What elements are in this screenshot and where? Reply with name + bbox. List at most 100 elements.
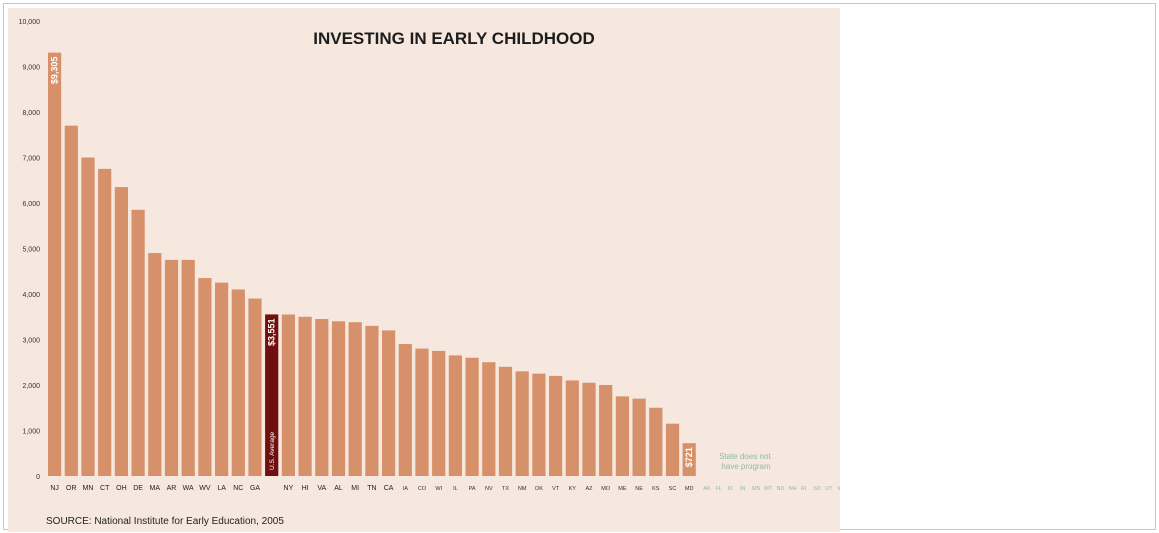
x-tick-label: KY bbox=[569, 486, 577, 492]
x-tick-label: MI bbox=[351, 485, 359, 492]
x-tick-label: NJ bbox=[50, 485, 59, 492]
y-tick-label: 4,000 bbox=[22, 292, 40, 299]
bar-ny bbox=[281, 314, 295, 476]
bar-me bbox=[615, 396, 629, 476]
no-program-state-label: UT bbox=[825, 486, 833, 492]
x-tick-label: CO bbox=[418, 486, 427, 492]
x-tick-label: WV bbox=[199, 485, 211, 492]
x-tick-label: OK bbox=[535, 486, 543, 492]
x-tick-label: WI bbox=[435, 486, 442, 492]
x-tick-label: AL bbox=[334, 485, 343, 492]
bar-ga bbox=[248, 298, 262, 476]
bar-mn bbox=[81, 157, 95, 476]
x-tick-label: DE bbox=[133, 485, 143, 492]
bar-nv bbox=[482, 362, 496, 476]
y-tick-label: 7,000 bbox=[22, 156, 40, 163]
x-tick-label: NC bbox=[233, 485, 243, 492]
x-tick-label: AZ bbox=[585, 486, 593, 492]
y-tick-label: 0 bbox=[36, 474, 40, 481]
y-tick-label: 3,000 bbox=[22, 338, 40, 345]
no-program-state-label: ID bbox=[728, 486, 734, 492]
x-tick-label: MA bbox=[150, 485, 161, 492]
source-note: SOURCE: National Institute for Early Edu… bbox=[46, 516, 284, 527]
x-tick-label: MD bbox=[685, 486, 694, 492]
bar-ne bbox=[632, 398, 646, 476]
bar-ia bbox=[398, 344, 412, 476]
bar-value-label: $9,305 bbox=[50, 57, 60, 85]
bar-value-label: $721 bbox=[684, 447, 694, 467]
bar-wi bbox=[432, 350, 446, 476]
bar-chart: INVESTING IN EARLY CHILDHOOD 0 1,000 2,000… bbox=[19, 19, 840, 527]
x-tick-label: NE bbox=[635, 486, 643, 492]
chart-panel: INVESTING IN EARLY CHILDHOOD 0 1,000 2,000… bbox=[8, 8, 840, 532]
x-tick-label: TN bbox=[367, 485, 376, 492]
no-program-state-label: RI bbox=[801, 486, 807, 492]
bar-pa bbox=[465, 357, 479, 476]
y-tick-label: 8,000 bbox=[22, 110, 40, 117]
x-tick-label: OR bbox=[66, 485, 77, 492]
bar-la bbox=[215, 282, 229, 476]
no-program-state-label: IN bbox=[740, 486, 746, 492]
bar-wv bbox=[198, 278, 212, 476]
bar-al bbox=[331, 321, 346, 476]
bar-az bbox=[582, 382, 596, 476]
bar-nj bbox=[48, 52, 62, 477]
x-tick-label: HI bbox=[302, 485, 309, 492]
x-tick-label: IA bbox=[403, 486, 409, 492]
x-tick-label: VA bbox=[317, 485, 326, 492]
x-tick-label: CA bbox=[384, 485, 394, 492]
no-program-state-label: AK bbox=[703, 486, 711, 492]
us-average-label: U.S. Average bbox=[269, 431, 276, 470]
bar-nm bbox=[515, 371, 529, 476]
bar-ca bbox=[382, 330, 396, 476]
no-program-state-label: NH bbox=[789, 486, 797, 492]
bars: $9,305 $3,551 U.S. Average $721 bbox=[48, 52, 696, 477]
bar-ky bbox=[565, 380, 579, 476]
bar-ct bbox=[98, 168, 112, 476]
x-tick-label: ME bbox=[618, 486, 627, 492]
bar-mi bbox=[348, 322, 362, 476]
bar-vt bbox=[549, 375, 563, 476]
us-average-bar bbox=[265, 314, 279, 476]
bar-tx bbox=[498, 366, 513, 476]
x-tick-label: CT bbox=[100, 485, 110, 492]
y-tick-label: 5,000 bbox=[22, 247, 40, 254]
x-tick-label: GA bbox=[250, 485, 260, 492]
y-tick-label: 6,000 bbox=[22, 201, 40, 208]
x-tick-label: IL bbox=[453, 486, 458, 492]
x-tick-label: NM bbox=[518, 486, 527, 492]
y-tick-label: 2,000 bbox=[22, 383, 40, 390]
bar-co bbox=[415, 348, 429, 476]
x-tick-label: MO bbox=[601, 486, 611, 492]
bar-sc bbox=[665, 423, 680, 476]
bar-oh bbox=[114, 187, 128, 476]
no-program-state-label: SD bbox=[813, 486, 821, 492]
bar-md bbox=[682, 443, 696, 476]
x-tick-label: AR bbox=[167, 485, 177, 492]
x-tick-label: LA bbox=[217, 485, 226, 492]
x-tick-label: OH bbox=[116, 485, 127, 492]
bar-or bbox=[64, 125, 78, 477]
x-tick-label: VT bbox=[552, 486, 560, 492]
y-tick-label: 9,000 bbox=[22, 65, 40, 72]
no-program-state-label: ND bbox=[777, 486, 785, 492]
no-program-state-label: MS bbox=[752, 486, 761, 492]
bar-ma bbox=[148, 253, 162, 476]
chart-title: INVESTING IN EARLY CHILDHOOD bbox=[313, 29, 594, 48]
x-tick-label: NV bbox=[485, 486, 493, 492]
bar-mo bbox=[599, 385, 613, 476]
x-axis: NJ OR MN CT OH DE MA AR WA WV LA NC GA NY HI VA AL MI TN CA… bbox=[50, 485, 693, 492]
x-tick-label: MN bbox=[83, 485, 94, 492]
no-program-state-label: MT bbox=[764, 486, 773, 492]
bar-ar bbox=[164, 259, 179, 476]
y-tick-label: 1,000 bbox=[22, 429, 40, 436]
x-tick-label: NY bbox=[284, 485, 294, 492]
x-tick-label: WA bbox=[183, 485, 194, 492]
no-program-state-label: FL bbox=[716, 486, 722, 492]
bar-hi bbox=[298, 316, 312, 476]
y-axis: 0 1,000 2,000 3,000 4,000 5,000 6,000 7,000 8,00… bbox=[19, 19, 41, 481]
bar-wa bbox=[181, 259, 195, 476]
bar-tn bbox=[365, 325, 379, 476]
bar-ok bbox=[532, 373, 546, 476]
